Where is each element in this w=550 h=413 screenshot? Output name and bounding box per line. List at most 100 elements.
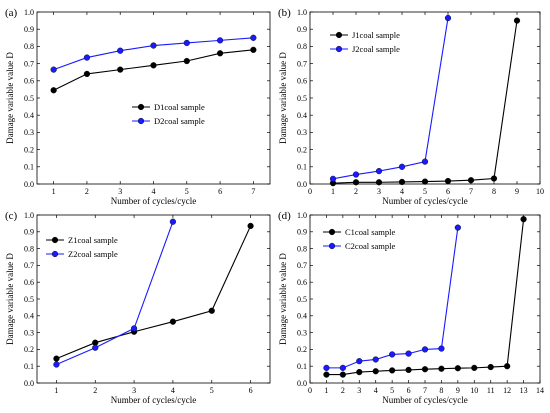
data-point (83, 54, 91, 61)
legend-label: Z2coal sample (68, 249, 118, 259)
data-point (372, 356, 379, 363)
data-point (352, 171, 360, 178)
x-axis-label: Number of cycles/cycle (382, 196, 467, 206)
y-tick-label: 0.7 (24, 59, 34, 68)
data-point (323, 371, 330, 378)
legend-label: Z1coal sample (68, 235, 118, 245)
legend-label: D2coal sample (154, 116, 205, 126)
data-point (356, 368, 363, 376)
y-tick-label: 0.9 (24, 25, 34, 34)
x-axis-label: Number of cycles/cycle (111, 395, 196, 405)
y-tick-label: 0.8 (297, 244, 307, 253)
data-point (421, 158, 429, 165)
data-point (454, 365, 461, 372)
x-tick-label: 10 (470, 386, 478, 395)
data-point (444, 177, 452, 185)
chart-panel-4: 0.00.10.20.30.40.50.60.70.80.91.00 1 2 3 4 5 6… (278, 210, 544, 405)
y-tick-label: 0.8 (297, 42, 307, 51)
x-tick-label: 4 (152, 187, 156, 196)
x-tick-label: 5 (210, 386, 214, 395)
y-tick-label: 0.3 (24, 128, 34, 137)
x-axis-label: Number of cycles/cycle (111, 196, 196, 206)
legend-label: J1coal sample (352, 30, 400, 40)
y-tick-label: 0.1 (24, 362, 34, 371)
data-point (375, 168, 383, 175)
data-point (487, 363, 494, 371)
data-point (50, 66, 57, 73)
y-tick-label: 0.6 (297, 278, 307, 287)
chart-panel-2: 0.0 0.1 0.2 0.3 0.4 0.5 0.6 0.7 0.8 0.9 1.0 0 1 2 3 4 5 6… (278, 7, 544, 206)
x-tick-label: 13 (520, 386, 528, 395)
legend-marker (328, 242, 336, 250)
x-axis-label: Number of cycles/cycle (382, 395, 467, 405)
data-point (250, 34, 257, 41)
data-point (356, 358, 363, 365)
legend-entry: D1coal sample (132, 102, 205, 112)
y-tick-label: 0.0 (297, 379, 307, 388)
data-point (490, 175, 498, 182)
x-tick-label: 8 (492, 187, 496, 196)
data-point (405, 366, 412, 373)
x-tick-label: 4 (374, 386, 378, 395)
data-point (421, 178, 429, 185)
y-tick-label: 0.2 (24, 345, 34, 354)
x-tick-label: 3 (377, 187, 381, 196)
data-point (117, 47, 124, 54)
data-point (421, 366, 429, 373)
legend-entry: C1coal sample (323, 227, 396, 237)
legend-entry: Z1coal sample (46, 235, 118, 245)
x-tick-label: 10 (536, 187, 544, 196)
data-point (405, 350, 412, 357)
x-tick-label: 6 (249, 386, 253, 395)
legend-entry: J1coal sample (330, 30, 400, 40)
series-line-1 (56, 225, 252, 360)
data-point (50, 87, 57, 94)
plot-frame (36, 11, 271, 185)
y-tick-label: 0.6 (24, 77, 34, 86)
y-tick-label: 0.5 (297, 295, 307, 304)
y-tick-label: 0.0 (297, 180, 307, 189)
x-tick-label: 11 (487, 386, 495, 395)
y-tick-label: 0.5 (24, 94, 34, 103)
data-point (92, 344, 99, 351)
legend-marker (51, 236, 59, 244)
data-point (398, 178, 406, 186)
data-point (150, 62, 157, 69)
y-tick-label: 0.5 (24, 295, 34, 304)
data-point (83, 70, 91, 78)
data-point (53, 361, 60, 368)
data-point (398, 163, 406, 170)
legend-entry: Z2coal sample (46, 249, 118, 259)
data-point (438, 345, 445, 352)
legend-marker (335, 45, 343, 53)
y-tick-label: 0.2 (297, 345, 307, 354)
x-tick-label: 9 (456, 386, 460, 395)
y-tick-label: 1.0 (297, 8, 307, 17)
x-tick-label: 5 (390, 386, 394, 395)
data-point (444, 14, 452, 22)
y-tick-label: 0.3 (297, 128, 307, 137)
x-tick-label: 1 (331, 187, 335, 196)
y-tick-label: 0.4 (297, 312, 307, 321)
legend-label: D1coal sample (154, 102, 205, 112)
data-point (513, 17, 521, 24)
data-point (130, 325, 138, 332)
y-tick-label: 0.7 (297, 59, 307, 68)
legend-entry: D2coal sample (132, 116, 205, 126)
panel-tag: (d) (278, 210, 291, 222)
x-tick-label: 2 (354, 187, 358, 196)
x-tick-label: 0 (308, 187, 312, 196)
y-tick-label: 0.6 (24, 278, 34, 287)
y-tick-label: 1.0 (24, 8, 34, 17)
x-tick-label: 2 (341, 386, 345, 395)
x-tick-label: 1 (52, 187, 56, 196)
data-point (150, 42, 157, 49)
x-tick-label: 8 (439, 386, 443, 395)
data-point (520, 216, 527, 223)
x-tick-label: 4 (171, 386, 175, 395)
series-line-2 (332, 17, 449, 180)
y-tick-label: 0.5 (297, 94, 307, 103)
data-point (454, 224, 461, 231)
series-line-2 (56, 221, 174, 366)
y-tick-label: 0.2 (297, 145, 307, 154)
